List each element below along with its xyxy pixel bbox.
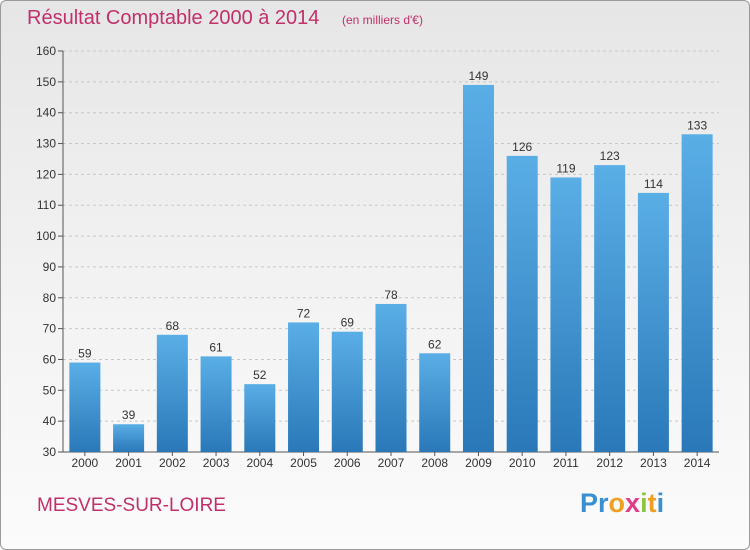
bar — [288, 322, 320, 452]
value-label: 62 — [428, 337, 442, 351]
y-tick-label: 160 — [36, 44, 56, 58]
bar — [506, 155, 538, 452]
y-tick-label: 150 — [36, 75, 56, 89]
logo-letter: P — [580, 488, 599, 518]
logo-letter: x — [625, 488, 641, 518]
logo-letter: i — [656, 488, 665, 518]
bar — [594, 165, 626, 452]
value-label: 69 — [341, 316, 355, 330]
x-tick-label: 2001 — [115, 456, 142, 470]
chart-title: Résultat Comptable 2000 à 2014 — [27, 7, 320, 29]
y-tick-label: 120 — [36, 167, 56, 181]
x-tick-label: 2008 — [421, 456, 448, 470]
x-tick-label: 2013 — [640, 456, 667, 470]
bar — [244, 384, 276, 452]
y-tick-label: 100 — [36, 229, 56, 243]
bar — [113, 424, 145, 452]
x-tick-label: 2012 — [596, 456, 623, 470]
y-tick-label: 30 — [43, 445, 57, 459]
commune-name: MESVES-SUR-LOIRE — [37, 495, 226, 516]
value-label: 149 — [468, 69, 488, 83]
value-label: 39 — [122, 408, 136, 422]
x-tick-label: 2003 — [203, 456, 230, 470]
bar — [550, 177, 582, 452]
logo-letter: t — [647, 488, 657, 518]
y-tick-label: 50 — [43, 383, 57, 397]
value-label: 61 — [209, 340, 223, 354]
x-tick-label: 2006 — [334, 456, 361, 470]
bar — [681, 134, 713, 453]
y-tick-label: 110 — [37, 198, 56, 212]
x-tick-label: 2010 — [509, 456, 536, 470]
y-tick-label: 60 — [43, 352, 57, 366]
x-tick-label: 2005 — [290, 456, 317, 470]
logo-letter: r — [598, 488, 609, 518]
x-tick-label: 2002 — [159, 456, 186, 470]
bar — [156, 334, 188, 452]
x-tick-label: 2007 — [378, 456, 405, 470]
y-tick-label: 70 — [43, 322, 57, 336]
logo-letter: i — [640, 488, 648, 518]
y-tick-label: 90 — [43, 260, 57, 274]
bar — [331, 331, 363, 452]
value-label: 72 — [297, 306, 311, 320]
value-label: 52 — [253, 368, 267, 382]
proxiti-logo: Proxiti — [580, 488, 664, 519]
x-tick-label: 2004 — [246, 456, 273, 470]
y-tick-label: 130 — [36, 137, 56, 151]
x-tick-label: 2011 — [553, 456, 579, 470]
bar — [419, 353, 451, 452]
value-label: 78 — [384, 288, 398, 302]
bar — [462, 84, 494, 452]
value-label: 114 — [644, 177, 663, 191]
bar — [637, 192, 669, 452]
y-tick-label: 140 — [36, 106, 56, 120]
y-tick-label: 40 — [43, 414, 57, 428]
chart-subtitle: (en milliers d'€) — [342, 13, 423, 27]
x-tick-label: 2009 — [465, 456, 492, 470]
value-label: 123 — [600, 149, 620, 163]
bar — [200, 356, 232, 452]
value-label: 126 — [512, 140, 532, 154]
value-label: 119 — [556, 161, 575, 175]
bar — [69, 362, 101, 452]
y-tick-label: 80 — [43, 291, 57, 305]
logo-letter: o — [608, 488, 626, 518]
x-tick-label: 2014 — [684, 456, 711, 470]
value-label: 59 — [78, 347, 92, 361]
value-label: 68 — [166, 319, 180, 333]
x-tick-label: 2000 — [72, 456, 99, 470]
bar — [375, 303, 407, 452]
value-label: 133 — [687, 118, 707, 132]
